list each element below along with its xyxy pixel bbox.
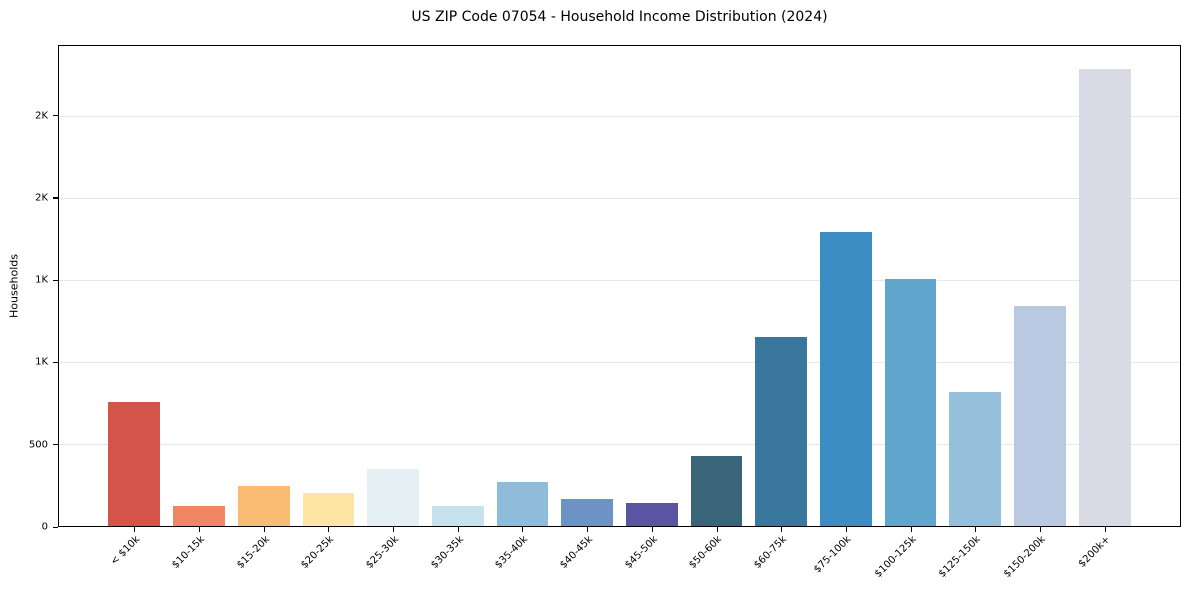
y-tick-mark	[53, 197, 58, 199]
y-axis: 0 500 1K 1K 2K 2K	[0, 45, 58, 533]
x-tick-label: $75-100k	[812, 534, 854, 576]
bar-slot: $30-35k	[425, 46, 490, 571]
bar	[755, 336, 808, 526]
bar	[496, 481, 549, 526]
bar-slot: $200k+	[1072, 46, 1137, 570]
bar	[1014, 306, 1066, 526]
plot-area: < $10k $10-15k $15-20k $20-25k $25-30k $30-35…	[58, 45, 1181, 580]
y-tick-mark	[53, 444, 58, 446]
x-tick-mark	[522, 527, 524, 532]
x-tick-label: $10-15k	[169, 534, 207, 571]
chart-title: US ZIP Code 07054 - Household Income Dis…	[411, 9, 828, 25]
x-tick-label: $60-75k	[752, 534, 789, 571]
bar	[690, 456, 743, 526]
x-tick-label: < $10k	[108, 534, 143, 568]
x-tick-mark	[328, 527, 330, 532]
bar	[1078, 68, 1131, 526]
bar	[302, 493, 355, 526]
x-tick-mark	[975, 527, 977, 532]
x-tick-label: $25-30k	[363, 534, 401, 571]
x-tick-label: $200k+	[1076, 534, 1113, 570]
bar	[820, 231, 872, 526]
bar-slot: $20-25k	[296, 46, 361, 571]
bar-slot: $60-75k	[749, 46, 814, 571]
bar	[173, 506, 225, 526]
x-tick-mark	[393, 527, 395, 532]
bar-slot: $25-30k	[361, 46, 426, 571]
y-tick-mark	[53, 526, 58, 528]
y-tick-label: 2K	[35, 110, 48, 122]
bar-slot: < $10k	[102, 46, 167, 568]
x-tick-mark	[651, 527, 653, 532]
bar	[367, 468, 419, 526]
bar	[108, 401, 161, 526]
x-tick-label: $40-45k	[558, 534, 595, 571]
bar-slot: $15-20k	[231, 46, 296, 571]
y-tick-mark	[53, 361, 58, 364]
x-tick-mark	[199, 527, 201, 532]
bar-slot: $45-50k	[620, 46, 685, 571]
x-tick-mark	[1104, 527, 1106, 532]
bar	[561, 498, 614, 526]
bar	[625, 503, 678, 526]
x-tick-mark	[910, 527, 912, 532]
bar-slot: $10-15k	[167, 46, 232, 571]
y-tick-label: 2K	[35, 192, 48, 204]
bar-slot: $50-60k	[684, 46, 749, 571]
x-tick-label: $150-200k	[1001, 534, 1048, 580]
gridline	[59, 116, 1180, 118]
bar	[884, 279, 937, 526]
bar	[237, 485, 290, 526]
bar-slot: $150-200k	[1002, 46, 1073, 580]
x-tick-label: $45-50k	[622, 534, 660, 571]
x-tick-mark	[1039, 527, 1041, 532]
y-tick-mark	[53, 279, 58, 281]
x-tick-mark	[263, 527, 265, 532]
x-tick-label: $30-35k	[428, 534, 466, 571]
x-tick-label: $15-20k	[234, 534, 272, 571]
x-tick-label: $50-60k	[687, 534, 725, 571]
y-tick-label: 0	[41, 521, 48, 533]
y-tick-label: 1K	[35, 356, 48, 368]
gridline	[59, 362, 1180, 364]
y-tick-mark	[53, 115, 58, 117]
x-tick-label: $35-40k	[493, 534, 531, 571]
bar	[431, 505, 484, 526]
x-tick-label: $20-25k	[299, 534, 337, 571]
y-tick-label: 500	[28, 439, 48, 451]
bars-container: < $10k $10-15k $15-20k $20-25k $25-30k $30-35…	[59, 46, 1180, 580]
bar-slot: $100-125k	[872, 46, 943, 580]
x-tick-label: $125-150k	[937, 534, 984, 580]
gridline	[59, 198, 1180, 200]
x-tick-mark	[716, 527, 718, 532]
x-tick-mark	[781, 527, 783, 532]
x-tick-label: $100-125k	[872, 534, 919, 580]
gridline	[59, 444, 1180, 446]
x-tick-mark	[845, 527, 847, 532]
x-tick-mark	[134, 527, 136, 532]
bar-slot: $40-45k	[555, 46, 620, 571]
bar-slot: $125-150k	[937, 46, 1008, 580]
x-tick-mark	[587, 527, 589, 532]
x-tick-mark	[457, 527, 459, 532]
gridline	[59, 280, 1180, 282]
bar-slot: $35-40k	[490, 46, 555, 571]
bar	[949, 391, 1002, 526]
bar-slot: $75-100k	[812, 46, 879, 575]
y-tick-label: 1K	[35, 274, 48, 286]
